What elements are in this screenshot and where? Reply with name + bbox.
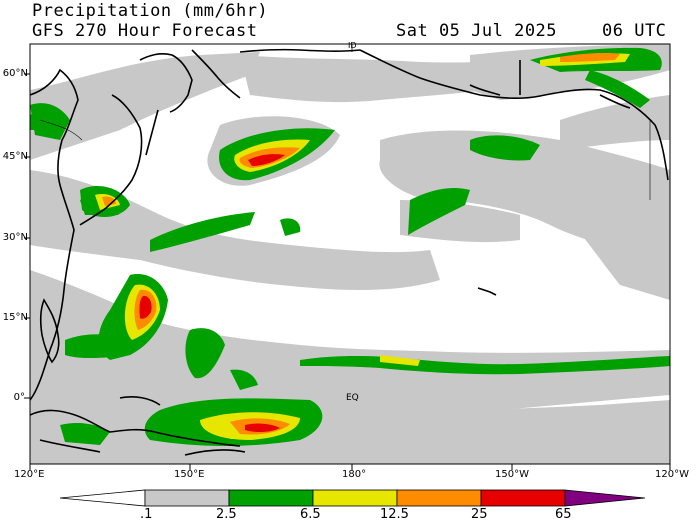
colorbar-segment-25-65 xyxy=(480,489,566,507)
lat-label-60n: 60°N xyxy=(2,68,28,79)
map-frame xyxy=(29,43,671,465)
colorbar-segment-above-65 xyxy=(564,489,646,507)
colorbar-label-0: .1 xyxy=(140,507,153,522)
colorbar-segment-0.1-2.5 xyxy=(144,489,230,507)
forecast-label: GFS 270 Hour Forecast xyxy=(32,21,258,41)
lon-label-180: 180° xyxy=(342,469,367,480)
lat-label-30n: 30°N xyxy=(2,232,28,243)
colorbar-label-4: 25 xyxy=(471,507,488,522)
colorbar-label-1: 2.5 xyxy=(216,507,237,522)
colorbar-label-3: 12.5 xyxy=(380,507,409,522)
lon-label-120w: 120°W xyxy=(655,469,689,480)
political-borders xyxy=(39,119,651,200)
lat-label-15n: 15°N xyxy=(2,312,28,323)
colorbar xyxy=(59,489,646,507)
axis-ticks xyxy=(24,73,671,470)
colorbar-segment-12.5-25 xyxy=(396,489,482,507)
colorbar-segment-below-0.1 xyxy=(59,489,146,507)
colorbar-label-5: 65 xyxy=(555,507,572,522)
colorbar-segment-2.5-6.5 xyxy=(228,489,314,507)
colorbar-segment-6.5-12.5 xyxy=(312,489,398,507)
lon-label-150w: 150°W xyxy=(495,469,529,480)
valid-time: 06 UTC xyxy=(602,21,667,41)
lon-label-120e: 120°E xyxy=(14,469,45,480)
colorbar-label-2: 6.5 xyxy=(300,507,321,522)
lat-label-equator: 0° xyxy=(13,392,25,403)
lat-label-45n: 45°N xyxy=(2,151,28,162)
lon-label-150e: 150°E xyxy=(174,469,205,480)
dateline-label: ID xyxy=(348,41,357,50)
equator-label: EQ xyxy=(346,393,359,403)
coastlines xyxy=(30,48,669,456)
map-title: Precipitation (mm/6hr) xyxy=(32,1,269,21)
valid-date: Sat 05 Jul 2025 xyxy=(396,21,558,41)
